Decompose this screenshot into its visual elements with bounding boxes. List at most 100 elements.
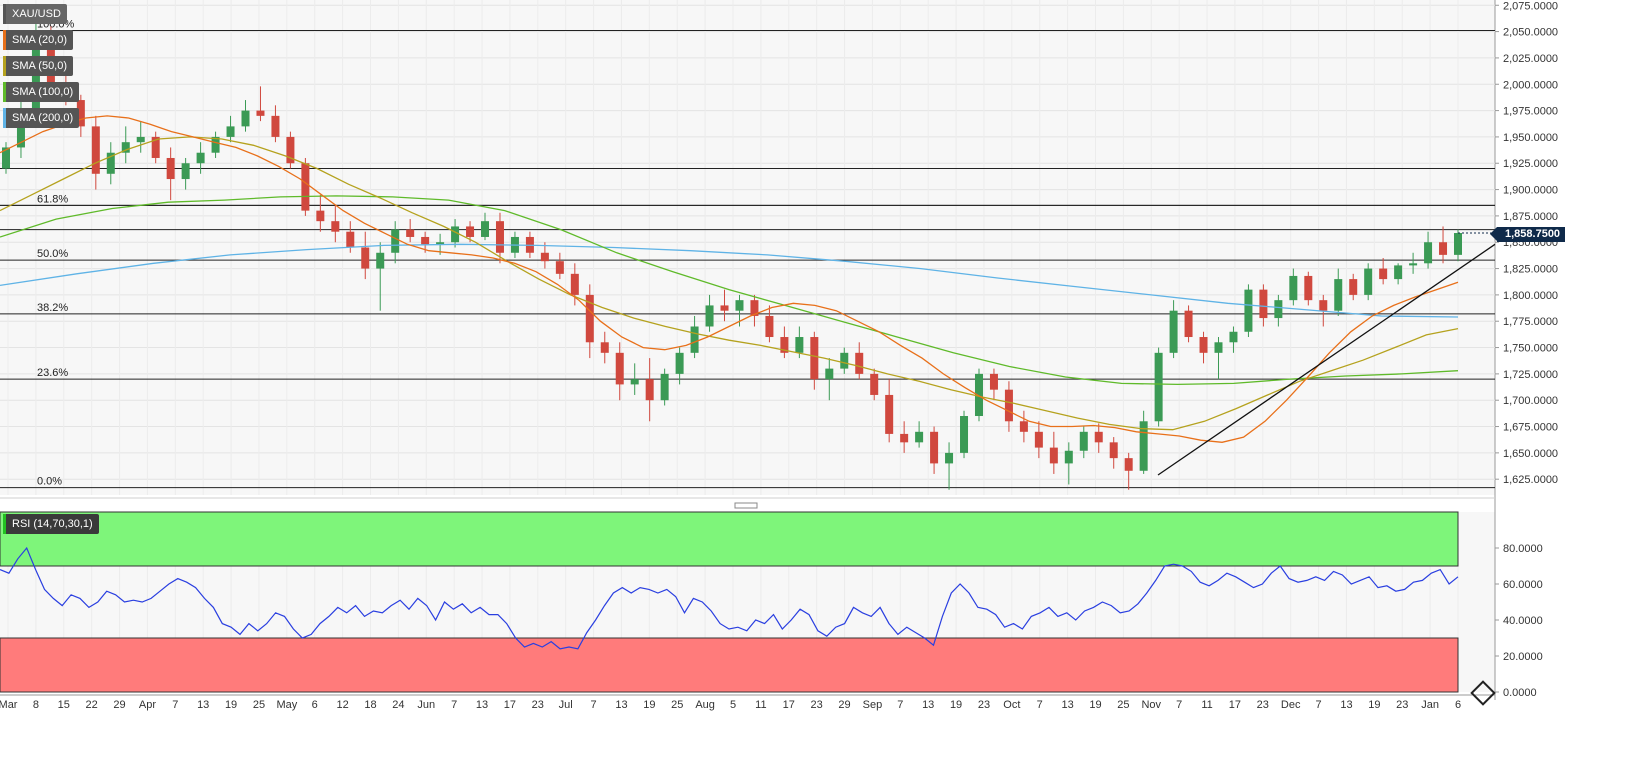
x-tick-label: 19 <box>225 699 237 711</box>
candle-down <box>720 305 729 311</box>
x-tick-label: Aug <box>695 699 715 711</box>
x-tick-label: Nov <box>1141 699 1161 711</box>
candle-down <box>151 136 160 158</box>
x-tick-label: Apr <box>139 699 156 711</box>
price-tick-label: 1,925.0000 <box>1503 158 1558 170</box>
candle-down <box>540 252 549 262</box>
candle-up <box>1409 263 1418 266</box>
legend-sma20[interactable]: SMA (20,0) <box>3 30 74 50</box>
legend-symbol[interactable]: XAU/USD <box>3 4 67 24</box>
candle-up <box>1454 233 1462 255</box>
candle-up <box>121 142 130 153</box>
candle-down <box>316 210 325 222</box>
candle-down <box>1304 275 1313 301</box>
candle-up <box>1214 342 1223 353</box>
price-tick-label: 2,000.0000 <box>1503 79 1558 91</box>
x-tick-label: 12 <box>336 699 348 711</box>
candle-down <box>645 379 654 401</box>
x-tick-label: 24 <box>392 699 404 711</box>
price-tick-label: 2,025.0000 <box>1503 53 1558 65</box>
candle-up <box>1079 431 1088 451</box>
x-tick-label: Sep <box>863 699 883 711</box>
pane-resize-handle-icon <box>734 502 758 509</box>
price-tick-label: 1,900.0000 <box>1503 185 1558 197</box>
price-tick-label: 1,825.0000 <box>1503 264 1558 276</box>
rsi-tick-label: 80.0000 <box>1503 543 1543 555</box>
candle-up <box>1154 352 1163 422</box>
x-tick-label: 7 <box>451 699 457 711</box>
x-tick-label: Jan <box>1421 699 1439 711</box>
candle-up <box>1289 275 1298 301</box>
rsi-tick-label: 20.0000 <box>1503 651 1543 663</box>
x-tick-label: 23 <box>1396 699 1408 711</box>
fib-level-label: 23.6% <box>37 367 68 379</box>
x-tick-label: 19 <box>643 699 655 711</box>
fib-level-label: 50.0% <box>37 248 68 260</box>
candle-up <box>106 152 115 174</box>
candle-up <box>211 136 220 153</box>
price-tick-label: 2,075.0000 <box>1503 0 1558 12</box>
candle-down <box>900 433 909 443</box>
candle-down <box>615 352 624 385</box>
last-price-badge: 1,858.7500 <box>1489 227 1566 242</box>
candle-down <box>1019 421 1028 432</box>
x-tick-label: 8 <box>33 699 39 711</box>
candle-up <box>825 368 834 380</box>
legend-sma50[interactable]: SMA (50,0) <box>3 56 74 76</box>
x-tick-label: 7 <box>172 699 178 711</box>
candle-down <box>76 100 85 127</box>
candle-up <box>376 252 385 269</box>
candle-down <box>286 136 295 164</box>
sma20-line <box>0 115 1459 443</box>
candle-up <box>481 221 490 237</box>
x-tick-label: 23 <box>811 699 823 711</box>
sma20-label: SMA (20,0) <box>12 34 68 46</box>
candle-up <box>795 337 804 353</box>
candle-up <box>705 305 714 327</box>
price-tick-label: 1,775.0000 <box>1503 316 1558 328</box>
price-tick-label: 1,875.0000 <box>1503 211 1558 223</box>
price-tick-label: 1,700.0000 <box>1503 395 1558 407</box>
x-tick-label: 13 <box>1340 699 1352 711</box>
sma50-line <box>0 136 1459 431</box>
candle-up <box>1169 310 1178 353</box>
candle-down <box>1004 389 1013 422</box>
rsi-label: RSI (14,70,30,1) <box>12 518 93 530</box>
price-tick-label: 1,950.0000 <box>1503 132 1558 144</box>
candle-down <box>885 394 894 434</box>
sma200-label: SMA (200,0) <box>12 112 74 124</box>
candle-up <box>241 110 250 127</box>
candle-up <box>630 379 639 385</box>
x-tick-label: 17 <box>1229 699 1241 711</box>
x-tick-label: 13 <box>476 699 488 711</box>
rsi-tick-label: 40.0000 <box>1503 615 1543 627</box>
x-tick-label: Jun <box>417 699 435 711</box>
x-tick-label: 22 <box>86 699 98 711</box>
legend-sma200[interactable]: SMA (200,0) <box>3 108 80 128</box>
candle-up <box>974 373 983 417</box>
candle-down <box>1349 279 1358 295</box>
price-tick-label: 2,050.0000 <box>1503 27 1558 39</box>
candle-up <box>181 163 190 180</box>
candle-up <box>1229 331 1238 343</box>
candle-up <box>915 431 924 443</box>
candle-up <box>945 452 954 464</box>
x-tick-label: Jul <box>559 699 573 711</box>
candle-up <box>675 352 684 374</box>
x-tick-label: 18 <box>364 699 376 711</box>
candle-up <box>690 326 699 353</box>
candle-down <box>1259 289 1268 319</box>
x-tick-label: 7 <box>897 699 903 711</box>
candle-up <box>735 300 744 311</box>
candle-down <box>1049 447 1058 464</box>
candle-down <box>1184 310 1193 338</box>
x-tick-label: 11 <box>755 699 766 711</box>
legend-sma100[interactable]: SMA (100,0) <box>3 82 80 102</box>
x-tick-label: 23 <box>978 699 990 711</box>
x-tick-label: 13 <box>197 699 209 711</box>
candle-up <box>2 147 10 169</box>
candle-up <box>196 152 205 164</box>
rsi-legend[interactable]: RSI (14,70,30,1) <box>3 514 99 534</box>
